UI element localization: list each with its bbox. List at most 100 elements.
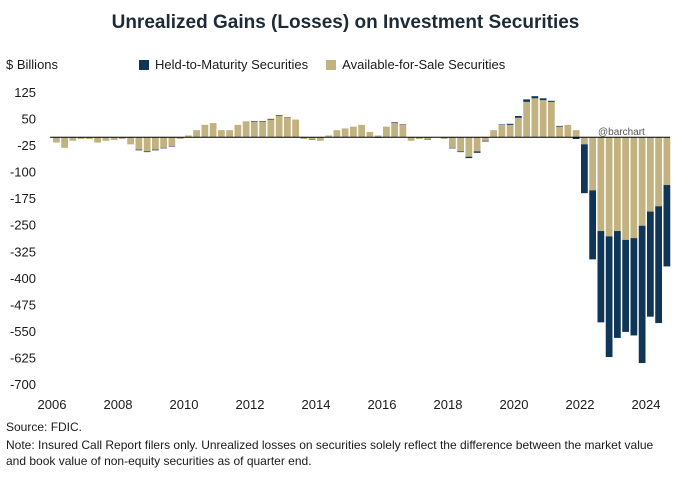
y-tick-label: -100 bbox=[10, 165, 36, 180]
bar-afs bbox=[597, 137, 605, 232]
bar-afs bbox=[647, 137, 654, 212]
x-tick-label: 2012 bbox=[236, 397, 265, 412]
x-tick-label: 2024 bbox=[632, 397, 661, 412]
legend-swatch-htm bbox=[139, 59, 149, 70]
bar-htm bbox=[143, 151, 151, 153]
bar-afs bbox=[135, 137, 143, 150]
bar-htm bbox=[498, 124, 506, 126]
bar-htm bbox=[391, 122, 398, 124]
y-tick-label: -400 bbox=[10, 271, 36, 286]
bar-afs bbox=[407, 137, 415, 141]
bar-htm bbox=[523, 99, 530, 102]
x-tick-label: 2018 bbox=[434, 397, 463, 412]
bar-afs bbox=[358, 124, 365, 138]
bar-htm bbox=[308, 139, 316, 140]
legend-swatch-afs bbox=[326, 59, 337, 70]
x-tick-label: 2022 bbox=[566, 397, 595, 412]
bar-afs bbox=[556, 126, 563, 138]
chart-svg: 125 50 -25 -100 -175 -250 -325 -400 -475 -550 -625… bbox=[10, 85, 671, 412]
bar-afs bbox=[581, 137, 588, 145]
bar-afs bbox=[490, 130, 497, 138]
bar-htm bbox=[605, 236, 613, 358]
bar-afs bbox=[94, 137, 101, 143]
bar-afs bbox=[193, 130, 200, 138]
bar-htm bbox=[424, 139, 431, 140]
bar-htm bbox=[630, 238, 638, 336]
bar-afs bbox=[498, 124, 506, 138]
bar-afs bbox=[663, 137, 671, 186]
y-tick-label: 125 bbox=[14, 85, 36, 100]
bar-htm bbox=[168, 146, 176, 147]
bar-htm bbox=[275, 115, 283, 117]
bar-afs bbox=[119, 137, 126, 140]
y-tick-label: -25 bbox=[17, 138, 36, 153]
y-tick-label: -550 bbox=[10, 324, 36, 339]
bar-htm bbox=[473, 151, 481, 153]
bar-htm bbox=[259, 120, 266, 122]
bar-afs bbox=[531, 98, 539, 138]
bar-afs bbox=[341, 128, 349, 138]
bar-afs bbox=[234, 124, 242, 138]
bar-afs bbox=[383, 126, 390, 138]
chart-title: Unrealized Gains (Losses) on Investment … bbox=[111, 12, 580, 33]
bar-afs bbox=[69, 137, 77, 141]
bar-afs bbox=[143, 137, 151, 152]
bar-htm bbox=[449, 147, 456, 149]
bar-htm bbox=[267, 118, 275, 120]
legend-label-htm: Held-to-Maturity Securities bbox=[155, 57, 309, 72]
bar-afs bbox=[160, 137, 167, 148]
bar-afs bbox=[515, 117, 522, 138]
bar-afs bbox=[201, 124, 209, 138]
y-tick-label: 50 bbox=[22, 112, 36, 127]
bar-afs bbox=[655, 137, 662, 207]
bar-afs bbox=[366, 131, 374, 138]
bar-afs bbox=[284, 117, 291, 138]
bar-htm bbox=[465, 156, 473, 159]
bar-afs bbox=[152, 137, 159, 150]
bar-afs bbox=[630, 137, 638, 239]
bar-afs bbox=[350, 126, 357, 138]
x-tick-label: 2006 bbox=[38, 397, 67, 412]
bar-afs bbox=[259, 121, 266, 138]
bar-htm bbox=[399, 124, 407, 126]
bar-htm bbox=[482, 140, 489, 142]
bar-htm bbox=[614, 231, 621, 338]
x-tick-label: 2020 bbox=[500, 397, 529, 412]
bar-afs bbox=[374, 135, 382, 138]
footnote: Note: Insured Call Report filers only. U… bbox=[6, 438, 654, 468]
source-note: Source: FDIC. bbox=[6, 420, 83, 434]
bar-afs bbox=[267, 119, 275, 138]
bar-htm bbox=[647, 211, 654, 317]
bar-htm bbox=[581, 144, 588, 194]
bar-htm bbox=[506, 123, 514, 125]
bar-afs bbox=[416, 137, 423, 140]
x-tick-label: 2010 bbox=[170, 397, 199, 412]
bar-afs bbox=[638, 137, 646, 226]
bar-afs bbox=[564, 124, 572, 138]
bar-htm bbox=[655, 206, 662, 324]
bar-afs bbox=[127, 137, 134, 145]
bar-afs bbox=[482, 137, 489, 141]
bar-afs bbox=[209, 123, 217, 138]
bar-htm bbox=[589, 190, 596, 260]
legend-label-afs: Available-for-Sale Securities bbox=[342, 57, 506, 72]
bar-htm bbox=[622, 239, 629, 332]
y-tick-label: -250 bbox=[10, 218, 36, 233]
bar-afs bbox=[317, 137, 324, 141]
bar-afs bbox=[77, 137, 85, 140]
bar-htm bbox=[284, 117, 291, 118]
bar-afs bbox=[226, 130, 233, 138]
bar-afs bbox=[548, 101, 555, 138]
legend-item-htm: Held-to-Maturity Securities bbox=[139, 57, 308, 72]
bar-afs bbox=[325, 135, 332, 138]
bar-afs bbox=[539, 100, 547, 138]
bar-afs bbox=[614, 137, 621, 232]
bar-afs bbox=[572, 130, 580, 138]
bar-afs bbox=[53, 137, 60, 143]
legend: Held-to-Maturity Securities Available-fo… bbox=[139, 57, 523, 72]
bar-afs bbox=[218, 130, 225, 138]
bar-htm bbox=[251, 120, 258, 122]
bar-afs bbox=[308, 137, 316, 140]
bar-afs bbox=[440, 137, 448, 140]
y-tick-label: -175 bbox=[10, 191, 36, 206]
